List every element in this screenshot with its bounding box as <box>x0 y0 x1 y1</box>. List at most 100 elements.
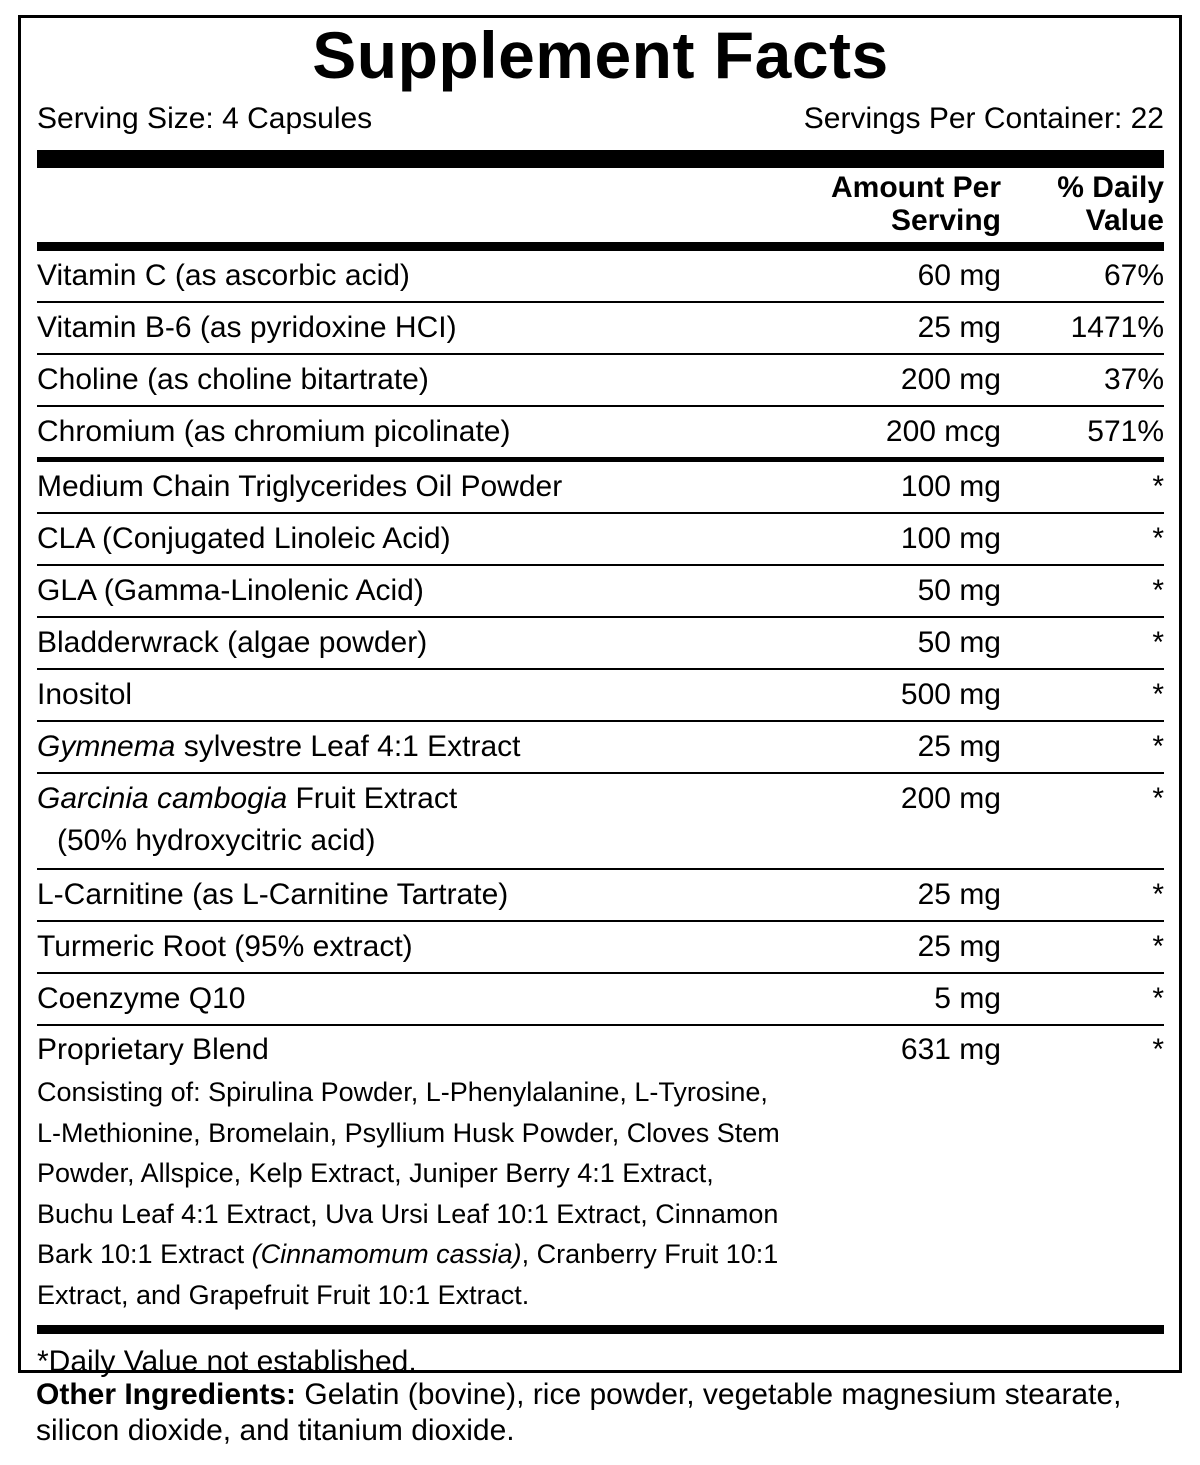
ingredient-name-text: Bladderwrack (algae powder) <box>37 626 428 659</box>
ingredient-name-line: Inositol <box>37 670 761 720</box>
nutrient-amount: 60 mg <box>917 259 1001 292</box>
amount-header-line1: Amount Per <box>830 171 1001 204</box>
nutrient-dv: 571% <box>1087 415 1164 448</box>
ingredient-dv: * <box>1152 730 1164 763</box>
blend-text: Consisting of: Spirulina Powder, L-Pheny… <box>37 1077 768 1107</box>
blend-text: Buchu Leaf 4:1 Extract, Uva Ursi Leaf 10… <box>37 1198 779 1229</box>
ingredient-name-text: Turmeric Root (95% extract) <box>37 930 413 963</box>
blend-line: Extract, and Grapefruit Fruit 10:1 Extra… <box>37 1275 1164 1316</box>
ingredient-dv: * <box>1152 626 1164 659</box>
vitamin-list: Vitamin C (as ascorbic acid) 60 mg 67% Vita… <box>37 251 1164 457</box>
blend-text: , Cranberry Fruit 10:1 <box>521 1239 779 1269</box>
ingredient-amount: 5 mg <box>934 982 1001 1015</box>
ingredient-amount: 25 mg <box>917 930 1001 963</box>
ingredient-subtext: (50% hydroxycitric acid) <box>57 824 376 857</box>
ingredient-name-line: Bladderwrack (algae powder) <box>37 618 761 668</box>
ingredient-row: Bladderwrack (algae powder) 50 mg * <box>37 618 1164 670</box>
ingredient-name: GLA (Gamma-Linolenic Acid) <box>37 566 761 616</box>
ingredient-name-line: CLA (Conjugated Linoleic Acid) <box>37 514 761 564</box>
ingredient-name-line: Garcinia cambogia Fruit Extract <box>37 778 761 820</box>
ingredient-row: Inositol 500 mg * <box>37 670 1164 722</box>
ingredient-amount: 25 mg <box>917 730 1001 763</box>
ingredient-name-italic: Gymnema <box>37 730 176 763</box>
ingredient-name-line: Gymnema sylvestre Leaf 4:1 Extract <box>37 722 761 772</box>
ingredient-name-text: Fruit Extract <box>287 782 458 815</box>
ingredient-name-line: Coenzyme Q10 <box>37 974 761 1024</box>
blend-text-italic: (Cinnamomum cassia) <box>251 1239 522 1269</box>
servings-per-container: Servings Per Container: 22 <box>803 102 1164 135</box>
ingredient-name-line: GLA (Gamma-Linolenic Acid) <box>37 566 761 616</box>
ingredient-name-text: GLA (Gamma-Linolenic Acid) <box>37 574 424 607</box>
nutrient-dv: 1471% <box>1070 311 1164 344</box>
ingredient-name: Coenzyme Q10 <box>37 974 761 1024</box>
nutrient-name: Chromium (as chromium picolinate) <box>37 415 511 448</box>
ingredient-name-line: L-Carnitine (as L-Carnitine Tartrate) <box>37 870 761 920</box>
nutrient-amount: 200 mg <box>900 363 1001 396</box>
nutrient-amount: 25 mg <box>917 311 1001 344</box>
ingredient-row: Medium Chain Triglycerides Oil Powder 100… <box>37 462 1164 514</box>
ingredient-row: Gymnema sylvestre Leaf 4:1 Extract 25 mg * <box>37 722 1164 774</box>
dv-header-line2: Value <box>1085 204 1164 237</box>
blend-text: Powder, Allspice, Kelp Extract, Juniper … <box>37 1158 714 1188</box>
blend-contents: Consisting of: Spirulina Powder, L-Pheny… <box>37 1072 1164 1325</box>
ingredient-name-line: Turmeric Root (95% extract) <box>37 922 761 972</box>
nutrient-dv: 67% <box>1103 259 1164 292</box>
supplement-facts-panel: Supplement Facts Serving Size: 4 Capsule… <box>18 15 1182 1378</box>
divider-section <box>37 457 1164 462</box>
ingredient-row: Turmeric Root (95% extract) 25 mg * <box>37 922 1164 974</box>
ingredient-name-text: Inositol <box>37 678 133 711</box>
blend-text: L-Methionine, Bromelain, Psyllium Husk P… <box>37 1117 780 1148</box>
ingredient-row: CLA (Conjugated Linoleic Acid) 100 mg * <box>37 514 1164 566</box>
nutrient-name: Choline (as choline bitartrate) <box>37 363 429 396</box>
blend-amount: 631 mg <box>900 1033 1001 1066</box>
ingredient-name: Medium Chain Triglycerides Oil Powder <box>37 462 761 512</box>
blend-header: Proprietary Blend 631 mg * <box>37 1026 1164 1072</box>
serving-info: Serving Size: 4 Capsules Servings Per Co… <box>37 102 1164 136</box>
ingredient-amount: 100 mg <box>900 470 1001 503</box>
amount-header-line2: Serving <box>890 204 1001 237</box>
vitamin-row: Choline (as choline bitartrate) 200 mg 37% <box>37 355 1164 407</box>
ingredient-name: Garcinia cambogia Fruit Extract (50% hydr… <box>37 774 761 868</box>
other-ingredients-label: Other Ingredients: <box>36 1378 297 1411</box>
blend-text: Bark 10:1 Extract <box>37 1239 252 1269</box>
ingredient-name-text: Medium Chain Triglycerides Oil Powder <box>37 470 563 503</box>
ingredient-name: Gymnema sylvestre Leaf 4:1 Extract <box>37 722 761 772</box>
ingredient-name-text: CLA (Conjugated Linoleic Acid) <box>37 522 451 555</box>
nutrient-name: Vitamin C (as ascorbic acid) <box>37 259 410 292</box>
ingredient-row: L-Carnitine (as L-Carnitine Tartrate) 25 … <box>37 870 1164 922</box>
blend-line: Buchu Leaf 4:1 Extract, Uva Ursi Leaf 10… <box>37 1194 1164 1235</box>
ingredient-name-text: L-Carnitine (as L-Carnitine Tartrate) <box>37 878 509 911</box>
other-ingredients: Other Ingredients: Gelatin (bovine), ric… <box>36 1377 1166 1449</box>
other-ingredients-text: Gelatin (bovine), rice powder, vegetable… <box>36 1378 1122 1447</box>
blend-line: Bark 10:1 Extract (Cinnamomum cassia), C… <box>37 1234 1164 1275</box>
ingredient-row: Garcinia cambogia Fruit Extract (50% hydr… <box>37 774 1164 870</box>
ingredient-name: Turmeric Root (95% extract) <box>37 922 761 972</box>
blend-dv: * <box>1152 1033 1164 1066</box>
ingredient-name-text: Coenzyme Q10 <box>37 982 246 1015</box>
ingredient-name-italic: Garcinia cambogia <box>37 782 288 815</box>
blend-line: Powder, Allspice, Kelp Extract, Juniper … <box>37 1153 1164 1194</box>
ingredient-dv: * <box>1152 782 1164 815</box>
panel-title: Supplement Facts <box>312 18 889 92</box>
column-header: Amount Per Serving % Daily Value <box>37 168 1164 242</box>
ingredient-amount: 50 mg <box>917 574 1001 607</box>
proprietary-blend-row: Proprietary Blend 631 mg * Consisting of… <box>37 1026 1164 1325</box>
ingredient-list: Medium Chain Triglycerides Oil Powder 100… <box>37 462 1164 1026</box>
divider-medium <box>37 242 1164 251</box>
vitamin-row: Vitamin B-6 (as pyridoxine HCI) 25 mg 1471… <box>37 303 1164 355</box>
amount-header: Amount Per Serving <box>761 171 1001 242</box>
ingredient-row: Coenzyme Q10 5 mg * <box>37 974 1164 1026</box>
ingredient-amount: 50 mg <box>917 626 1001 659</box>
divider-thick-bottom <box>37 1325 1164 1334</box>
ingredient-name: L-Carnitine (as L-Carnitine Tartrate) <box>37 870 761 920</box>
ingredient-name-line: Medium Chain Triglycerides Oil Powder <box>37 462 761 512</box>
divider-thick <box>37 150 1164 168</box>
ingredient-amount: 500 mg <box>900 678 1001 711</box>
ingredient-row: GLA (Gamma-Linolenic Acid) 50 mg * <box>37 566 1164 618</box>
footnote: *Daily Value not established. <box>37 1345 417 1378</box>
dv-header-line1: % Daily <box>1057 171 1164 204</box>
nutrient-amount: 200 mcg <box>885 415 1001 448</box>
ingredient-dv: * <box>1152 678 1164 711</box>
dv-header: % Daily Value <box>1001 171 1164 242</box>
ingredient-name: CLA (Conjugated Linoleic Acid) <box>37 514 761 564</box>
